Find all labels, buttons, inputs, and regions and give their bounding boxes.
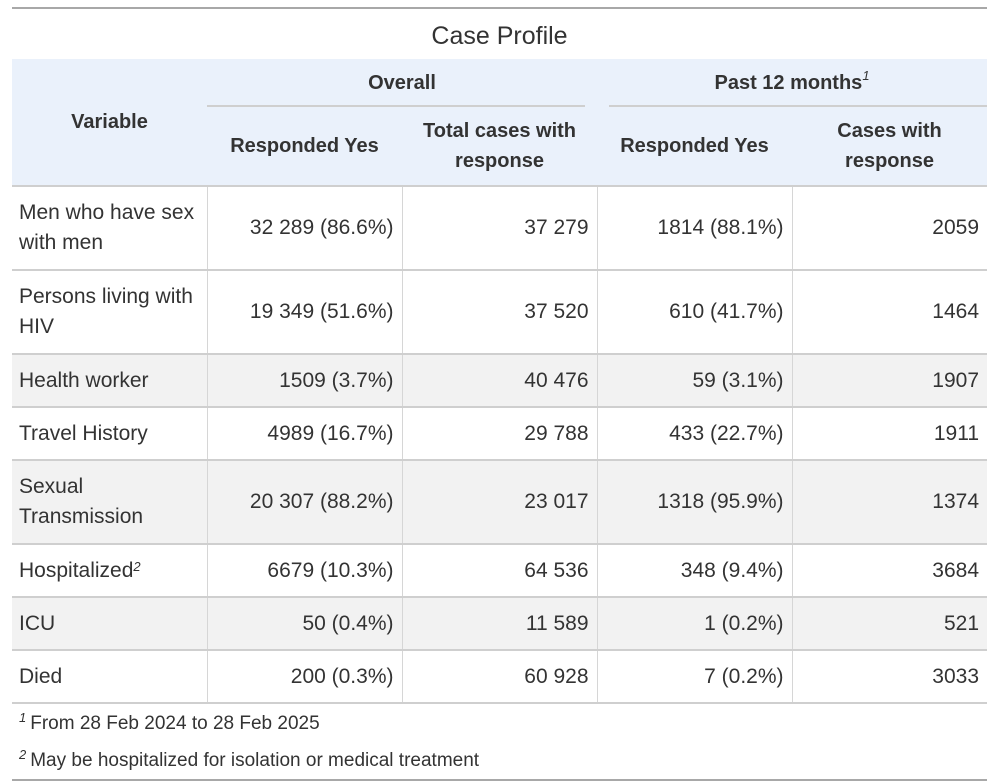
cell-past-total: 1911 bbox=[792, 406, 988, 460]
table-row: ICU 50 (0.4%) 11 589 1 (0.2%) 521 bbox=[12, 596, 988, 650]
table-row: Sexual Transmission 20 307 (88.2%) 23 01… bbox=[12, 459, 988, 544]
cell-overall-total: 64 536 bbox=[402, 543, 598, 597]
cell-overall-yes: 200 (0.3%) bbox=[207, 649, 403, 704]
past-underline bbox=[609, 105, 988, 107]
cell-past-yes: 59 (3.1%) bbox=[597, 353, 793, 407]
cell-past-yes: 1814 (88.1%) bbox=[597, 185, 793, 270]
table-row: Persons living with HIV 19 349 (51.6%) 3… bbox=[12, 269, 988, 354]
cell-variable: Hospitalized2 bbox=[12, 543, 208, 597]
table-row: Health worker 1509 (3.7%) 40 476 59 (3.1… bbox=[12, 353, 988, 407]
cell-variable: Travel History bbox=[12, 406, 208, 460]
footnote-mark-2: 2 bbox=[133, 558, 141, 574]
table-row: Travel History 4989 (16.7%) 29 788 433 (… bbox=[12, 406, 988, 460]
cell-past-yes: 1 (0.2%) bbox=[597, 596, 793, 650]
cell-overall-total: 23 017 bbox=[402, 459, 598, 544]
header-overall-label: Overall bbox=[368, 71, 436, 94]
cell-overall-total: 29 788 bbox=[402, 406, 598, 460]
cell-past-total: 1464 bbox=[792, 269, 988, 354]
header-overall-responded-yes: Responded Yes bbox=[207, 107, 402, 186]
cell-past-yes: 433 (22.7%) bbox=[597, 406, 793, 460]
table-row: Hospitalized2 6679 (10.3%) 64 536 348 (9… bbox=[12, 543, 988, 597]
header-past-12-months-label: Past 12 months bbox=[714, 71, 863, 94]
cell-past-yes: 7 (0.2%) bbox=[597, 649, 793, 704]
footnote-text: From 28 Feb 2024 to 28 Feb 2025 bbox=[30, 713, 320, 734]
header-variable: Variable bbox=[12, 59, 207, 186]
table-row: Men who have sex with men 32 289 (86.6%)… bbox=[12, 185, 988, 270]
table-header: Variable Overall Past 12 months1 Respond… bbox=[12, 59, 988, 186]
header-past-12-months: Past 12 months1 bbox=[597, 59, 988, 107]
header-overall-total-cases: Total cases with response bbox=[402, 107, 598, 186]
cell-past-total: 1907 bbox=[792, 353, 988, 407]
case-profile-table-container: Case Profile Variable Overall Past 12 mo… bbox=[12, 7, 988, 781]
footnote: 2 May be hospitalized for isolation or me… bbox=[19, 741, 987, 778]
cell-overall-total: 60 928 bbox=[402, 649, 598, 704]
cell-past-total: 2059 bbox=[792, 185, 988, 270]
cell-past-yes: 1318 (95.9%) bbox=[597, 459, 793, 544]
footnote-text: May be hospitalized for isolation or med… bbox=[30, 750, 480, 771]
cell-variable: Health worker bbox=[12, 353, 208, 407]
footnote-mark: 1 bbox=[19, 710, 27, 725]
cell-overall-yes: 6679 (10.3%) bbox=[207, 543, 403, 597]
cell-variable: Men who have sex with men bbox=[12, 185, 208, 270]
table-title: Case Profile bbox=[431, 22, 568, 50]
cell-overall-total: 11 589 bbox=[402, 596, 598, 650]
cell-overall-yes: 32 289 (86.6%) bbox=[207, 185, 403, 270]
cell-overall-yes: 1509 (3.7%) bbox=[207, 353, 403, 407]
cell-variable: Sexual Transmission bbox=[12, 459, 208, 544]
cell-past-total: 521 bbox=[792, 596, 988, 650]
cell-overall-total: 40 476 bbox=[402, 353, 598, 407]
cell-past-yes: 348 (9.4%) bbox=[597, 543, 793, 597]
cell-past-total: 3033 bbox=[792, 649, 988, 704]
case-profile-table: Variable Overall Past 12 months1 Respond… bbox=[12, 59, 988, 704]
cell-past-total: 1374 bbox=[792, 459, 988, 544]
cell-overall-total: 37 279 bbox=[402, 185, 598, 270]
footnote-mark: 2 bbox=[19, 747, 27, 762]
cell-past-total: 3684 bbox=[792, 543, 988, 597]
header-overall: Overall bbox=[207, 59, 598, 107]
cell-variable: Persons living with HIV bbox=[12, 269, 208, 354]
header-past-responded-yes: Responded Yes bbox=[597, 107, 793, 186]
footnote: 1 From 28 Feb 2024 to 28 Feb 2025 bbox=[19, 704, 987, 741]
cell-overall-yes: 20 307 (88.2%) bbox=[207, 459, 403, 544]
overall-underline bbox=[207, 105, 586, 107]
cell-variable: ICU bbox=[12, 596, 208, 650]
cell-variable-text: Hospitalized bbox=[19, 558, 134, 582]
cell-overall-total: 37 520 bbox=[402, 269, 598, 354]
footnote-mark-1: 1 bbox=[862, 67, 870, 83]
header-past-cases-with-response: Cases with response bbox=[792, 107, 988, 186]
cell-variable: Died bbox=[12, 649, 208, 704]
cell-overall-yes: 4989 (16.7%) bbox=[207, 406, 403, 460]
cell-overall-yes: 50 (0.4%) bbox=[207, 596, 403, 650]
top-rule bbox=[12, 7, 987, 9]
table-row: Died 200 (0.3%) 60 928 7 (0.2%) 3033 bbox=[12, 649, 988, 704]
cell-past-yes: 610 (41.7%) bbox=[597, 269, 793, 354]
footnotes: 1 From 28 Feb 2024 to 28 Feb 2025 2 May be… bbox=[12, 704, 987, 778]
cell-overall-yes: 19 349 (51.6%) bbox=[207, 269, 403, 354]
table-body: Men who have sex with men 32 289 (86.6%)… bbox=[12, 185, 988, 704]
